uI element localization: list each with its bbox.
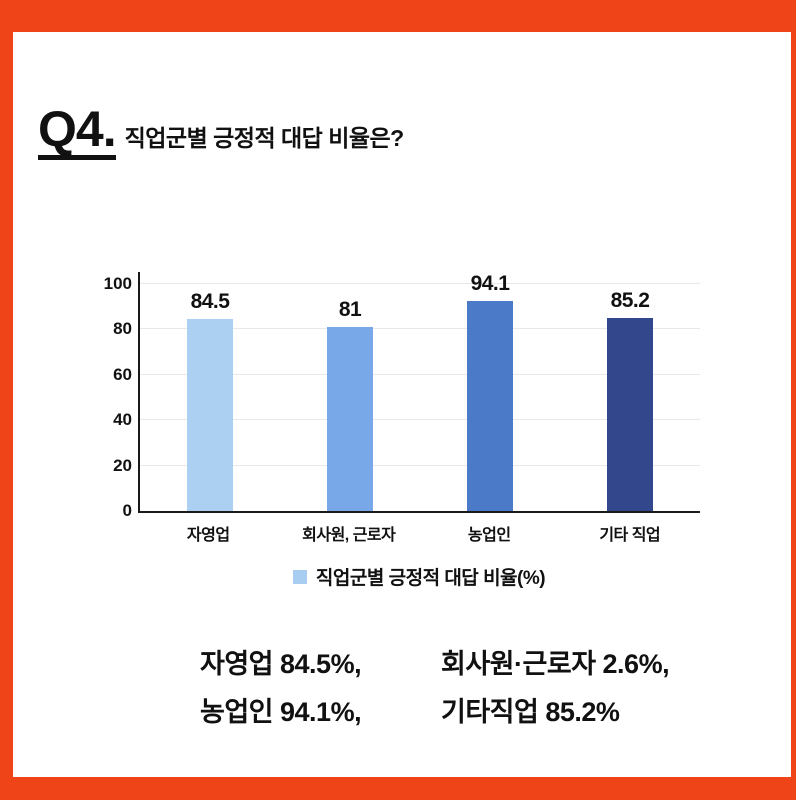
question-number: Q4. <box>38 104 117 160</box>
chart-legend: 직업군별 긍정적 대답 비율(%) <box>138 563 700 590</box>
summary-line: 자영업 84.5%, <box>200 649 362 679</box>
y-tick-label: 80 <box>113 319 132 339</box>
summary-text: 자영업 84.5%, 농업인 94.1%, 회사원·근로자 2.6%, 기타직업… <box>13 640 791 760</box>
bar-slot: 94.1 <box>420 272 560 511</box>
y-tick-label: 100 <box>103 274 132 293</box>
gridline <box>140 283 700 284</box>
summary-line: 농업인 94.1%, <box>200 697 362 727</box>
bar-value-label: 84.5 <box>190 290 230 314</box>
gridline <box>140 419 700 421</box>
gridline <box>140 373 700 375</box>
y-tick-label: 0 <box>122 501 132 520</box>
gridline <box>140 464 700 466</box>
y-tick-label: 60 <box>113 364 132 384</box>
category-label: 회사원, 근로자 <box>302 527 396 544</box>
gridline <box>140 328 700 330</box>
bar-value-label: 85.2 <box>610 288 650 312</box>
bar <box>187 319 233 511</box>
bar-slot: 81 <box>280 272 420 511</box>
bar <box>467 301 513 511</box>
y-tick-label: 40 <box>113 410 132 430</box>
summary-column-right: 회사원·근로자 2.6%, 기타직업 85.2% <box>441 640 670 736</box>
bar-value-label: 94.1 <box>470 272 510 295</box>
summary-column-left: 자영업 84.5%, 농업인 94.1%, <box>200 640 362 736</box>
category-label: 농업인 <box>467 527 511 544</box>
summary-line: 회사원·근로자 2.6%, <box>441 649 670 679</box>
bar-slot: 85.2 <box>560 272 700 511</box>
legend-label: 직업군별 긍정적 대답 비율(%) <box>315 568 546 589</box>
chart-plot: 0 20 40 60 80 100 84.5 81 94.1 85.2 <box>104 272 700 520</box>
question-header: Q4. 직업군별 긍정적 대답 비율은? <box>38 104 404 160</box>
bar-chart: 0 20 40 60 80 100 84.5 81 94.1 85.2 자영업 회사원, 근로자 농업… <box>88 272 708 590</box>
y-tick-label: 20 <box>113 455 132 475</box>
bar-value-label: 81 <box>338 298 362 322</box>
bar <box>607 317 653 511</box>
bar <box>327 327 373 511</box>
bar-slot: 84.5 <box>140 272 280 511</box>
category-label: 자영업 <box>186 527 230 544</box>
question-title: 직업군별 긍정적 대답 비율은? <box>124 125 405 151</box>
summary-line: 기타직업 85.2% <box>441 697 620 727</box>
bars-row: 84.5 81 94.1 85.2 <box>140 272 700 511</box>
content-card: Q4. 직업군별 긍정적 대답 비율은? 0 20 40 60 80 100 84.5 81 9… <box>13 32 791 777</box>
category-label: 기타 직업 <box>599 527 661 544</box>
legend-swatch <box>292 569 307 584</box>
x-axis-labels: 자영업 회사원, 근로자 농업인 기타 직업 <box>138 521 700 545</box>
